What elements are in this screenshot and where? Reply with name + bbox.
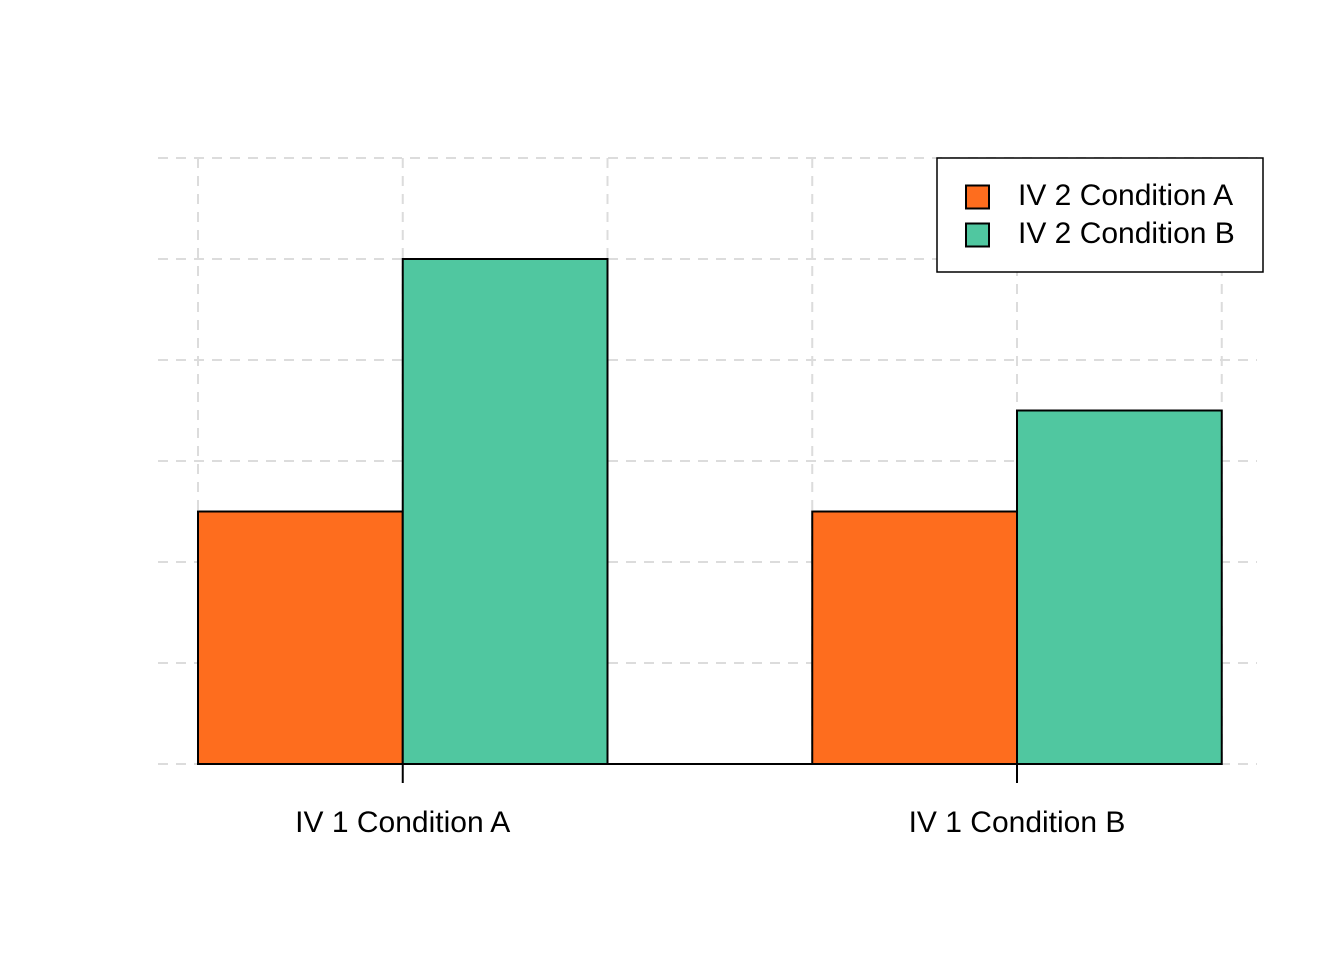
- legend-label: IV 2 Condition B: [1018, 217, 1235, 250]
- legend-box: [936, 157, 1264, 273]
- legend: IV 2 Condition A IV 2 Condition B: [936, 157, 1264, 273]
- legend-swatch: [965, 222, 990, 248]
- bar: [1016, 409, 1223, 765]
- bar: [811, 510, 1018, 765]
- bar: [197, 510, 404, 765]
- legend-swatch: [965, 184, 990, 210]
- x-tick-label: IV 1 Condition A: [295, 806, 510, 839]
- bar: [401, 258, 609, 765]
- x-tick-label: IV 1 Condition B: [909, 806, 1126, 839]
- legend-label: IV 2 Condition A: [1018, 179, 1233, 212]
